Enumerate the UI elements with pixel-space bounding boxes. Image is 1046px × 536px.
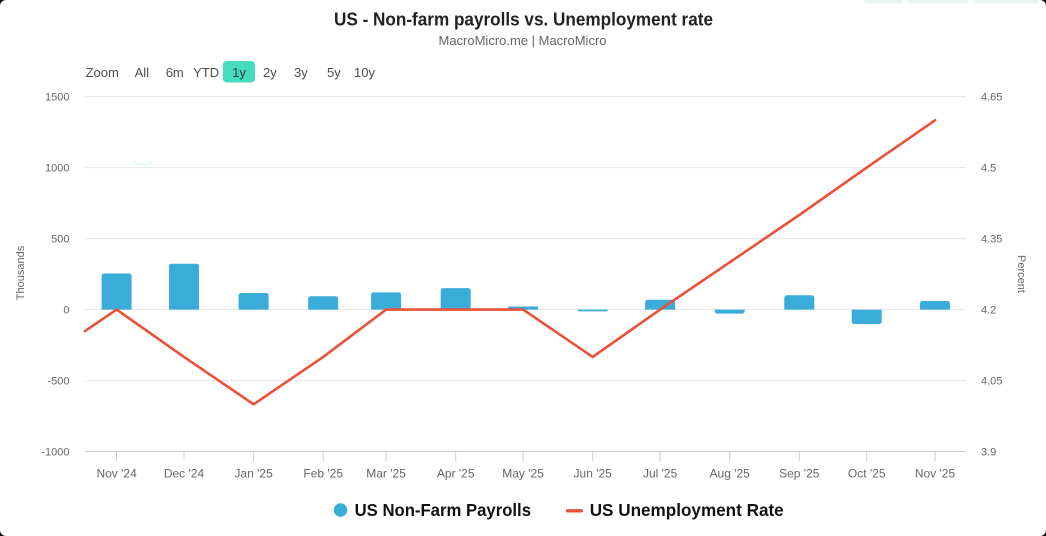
svg-text:Oct '25: Oct '25 xyxy=(848,467,886,481)
svg-text:Jan '25: Jan '25 xyxy=(234,467,273,481)
svg-text:May '25: May '25 xyxy=(502,467,544,481)
svg-text:Thousands: Thousands xyxy=(15,245,27,300)
svg-text:-1000: -1000 xyxy=(41,447,69,459)
svg-text:10y: 10y xyxy=(354,65,375,80)
svg-text:4.65: 4.65 xyxy=(981,92,1002,104)
svg-text:MacroMicro.me | MacroMicro: MacroMicro.me | MacroMicro xyxy=(439,33,607,48)
svg-text:4.5: 4.5 xyxy=(981,163,996,175)
svg-text:3y: 3y xyxy=(294,65,308,80)
svg-text:YTD: YTD xyxy=(193,65,219,80)
svg-text:Nov '24: Nov '24 xyxy=(96,467,137,481)
svg-text:Feb '25: Feb '25 xyxy=(303,467,343,481)
svg-text:1500: 1500 xyxy=(45,92,69,104)
svg-text:US Non-Farm Payrolls: US Non-Farm Payrolls xyxy=(355,500,532,520)
svg-text:Mar '25: Mar '25 xyxy=(366,467,406,481)
svg-text:4.2: 4.2 xyxy=(981,305,996,317)
svg-text:Sep '25: Sep '25 xyxy=(779,467,820,481)
svg-text:Dec '24: Dec '24 xyxy=(164,467,205,481)
svg-text:Nov '25: Nov '25 xyxy=(915,467,956,481)
svg-text:Jul '25: Jul '25 xyxy=(643,467,678,481)
svg-text:4.05: 4.05 xyxy=(981,376,1002,388)
svg-text:500: 500 xyxy=(51,234,69,246)
svg-text:2y: 2y xyxy=(263,65,277,80)
svg-text:6m: 6m xyxy=(166,65,184,80)
svg-text:Apr '25: Apr '25 xyxy=(437,467,475,481)
svg-text:5y: 5y xyxy=(327,65,341,80)
svg-text:US Unemployment Rate: US Unemployment Rate xyxy=(590,500,784,520)
svg-text:1000: 1000 xyxy=(45,163,69,175)
svg-text:All: All xyxy=(135,65,150,80)
svg-text:Percent: Percent xyxy=(1015,255,1027,293)
svg-text:Jun '25: Jun '25 xyxy=(574,467,613,481)
svg-text:-500: -500 xyxy=(47,376,69,388)
svg-text:0: 0 xyxy=(63,305,69,317)
svg-text:US - Non-farm payrolls vs. Une: US - Non-farm payrolls vs. Unemployment … xyxy=(334,10,713,30)
svg-text:Aug '25: Aug '25 xyxy=(710,467,751,481)
svg-text:4.35: 4.35 xyxy=(981,234,1002,246)
svg-text:1y: 1y xyxy=(232,65,246,80)
svg-text:Zoom: Zoom xyxy=(86,65,119,80)
svg-text:3.9: 3.9 xyxy=(981,447,996,459)
